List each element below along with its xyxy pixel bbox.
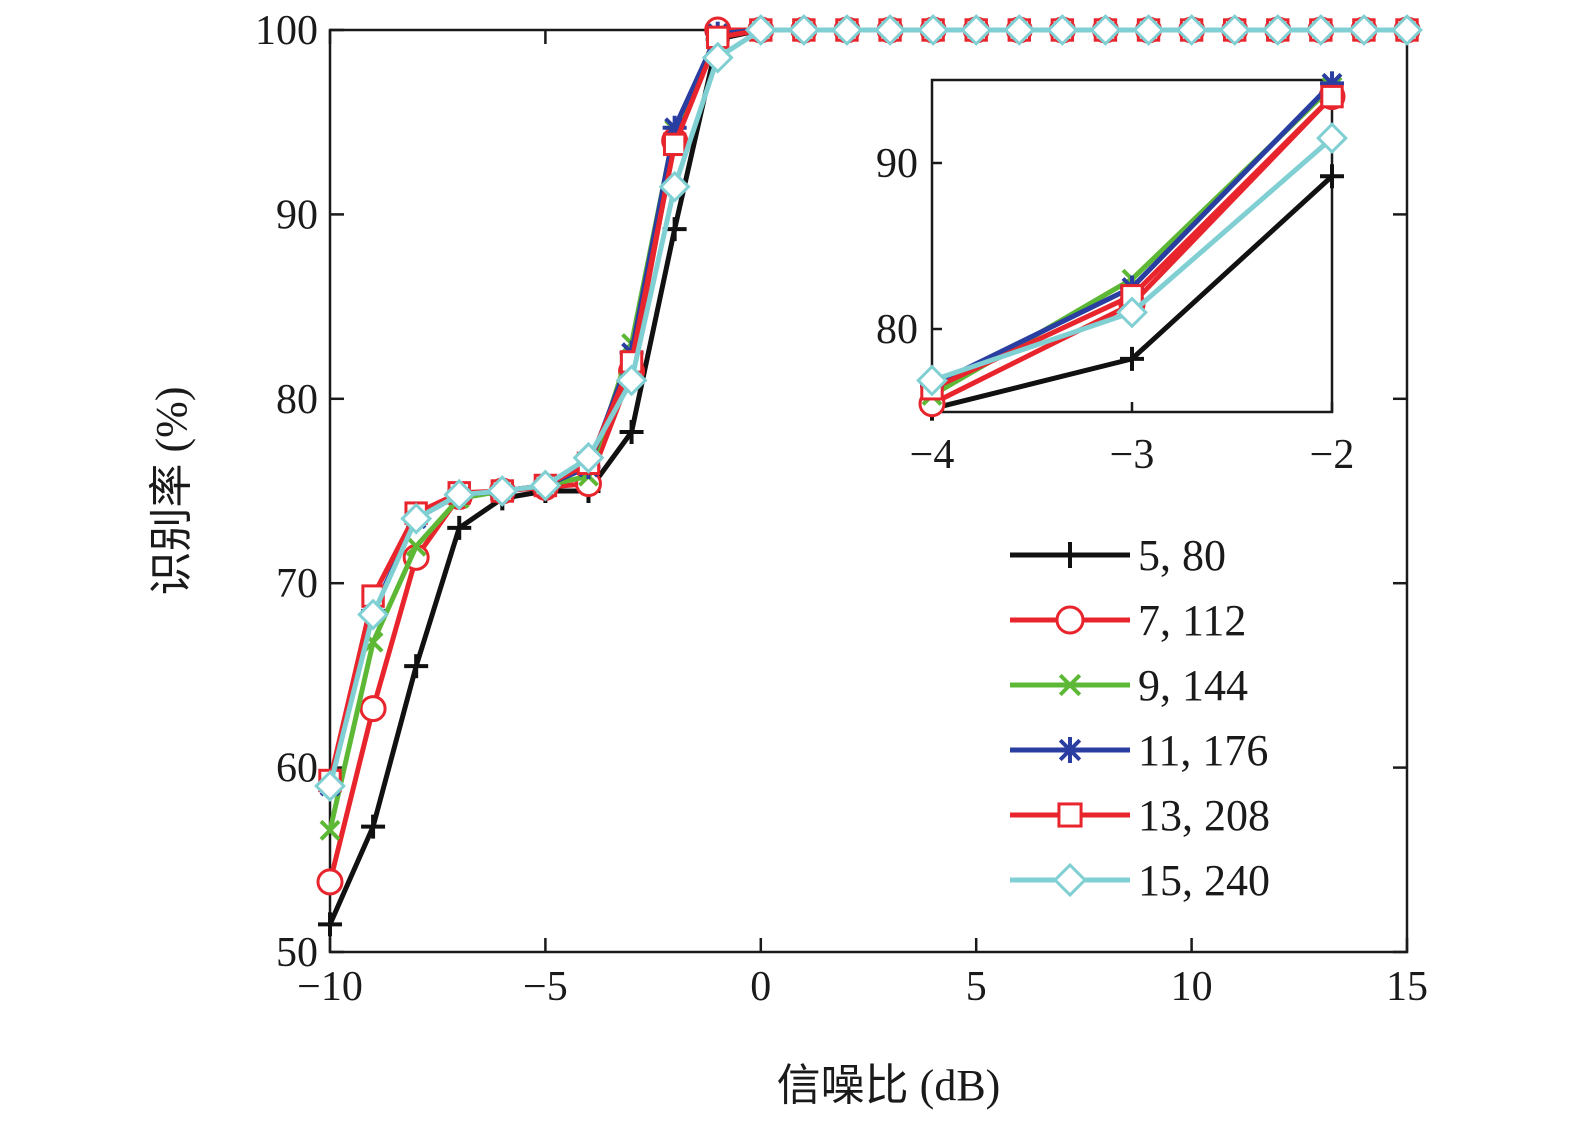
data-point xyxy=(1046,14,1079,46)
data-point xyxy=(960,14,993,46)
legend-label: 9, 144 xyxy=(1138,661,1248,710)
data-point xyxy=(1304,14,1337,46)
x-tick-label: 5 xyxy=(966,964,987,1010)
y-axis-title: 识别率 (%) xyxy=(147,387,196,596)
legend-item-5-80: 5, 80 xyxy=(1010,531,1226,580)
data-point xyxy=(572,441,605,474)
data-point xyxy=(319,819,341,841)
data-point xyxy=(874,14,906,46)
legend-label: 11, 176 xyxy=(1138,726,1268,775)
legend-marker xyxy=(1052,862,1088,898)
y-tick-label: 80 xyxy=(276,377,318,423)
data-point xyxy=(619,419,644,444)
y-tick-label: 70 xyxy=(276,561,318,607)
legend-item-9-144: 9, 144 xyxy=(1010,661,1248,710)
legend-label: 13, 208 xyxy=(1138,791,1270,840)
legend-item-7-112: 7, 112 xyxy=(1010,596,1246,645)
legend-marker xyxy=(1058,673,1082,697)
data-point xyxy=(1003,14,1036,46)
x-tick-label: −5 xyxy=(523,964,568,1010)
data-point xyxy=(1089,14,1122,46)
legend-item-15-240: 15, 240 xyxy=(1010,856,1270,905)
data-point xyxy=(318,912,342,937)
series-15-240 xyxy=(314,14,1423,802)
data-point xyxy=(1391,14,1423,46)
inset-plot: −4 −3 −2 80 90 xyxy=(876,71,1354,478)
data-point xyxy=(917,14,950,46)
x-tick-label: −10 xyxy=(297,964,363,1010)
data-point xyxy=(658,170,691,203)
inset-data-point xyxy=(1116,296,1148,329)
y-tick-label: 60 xyxy=(276,746,318,792)
inset-data-point xyxy=(1316,122,1348,155)
inset-series-15-240 xyxy=(916,122,1348,397)
data-point xyxy=(443,478,476,511)
data-point xyxy=(486,475,519,507)
data-point xyxy=(400,502,433,535)
inset-y-tick-label: 80 xyxy=(876,307,918,353)
y-tick-label: 90 xyxy=(276,192,318,238)
legend: 5, 80 7, 112 9, 144 11, 176 13, 208 15, 240 xyxy=(1010,531,1270,905)
x-tick-label: 0 xyxy=(750,964,771,1010)
legend-marker xyxy=(1057,802,1083,828)
data-point xyxy=(1175,14,1208,46)
legend-marker xyxy=(1055,605,1085,635)
data-point xyxy=(361,814,386,839)
legend-marker xyxy=(1057,542,1083,568)
data-point xyxy=(357,598,390,631)
x-tick-label: 15 xyxy=(1386,964,1428,1010)
inset-x-tick-label: −3 xyxy=(1110,432,1155,478)
data-point xyxy=(787,14,820,46)
legend-item-13-208: 13, 208 xyxy=(1010,791,1270,840)
inset-x-tick-label: −2 xyxy=(1310,432,1355,478)
data-point xyxy=(1347,14,1380,46)
legend-item-11-176: 11, 176 xyxy=(1010,726,1268,775)
inset-data-point xyxy=(1120,346,1144,371)
inset-data-point xyxy=(916,364,948,397)
inset-data-point xyxy=(1320,164,1344,189)
data-point xyxy=(831,14,863,46)
inset-data-point xyxy=(1320,84,1344,109)
legend-label: 15, 240 xyxy=(1138,856,1270,905)
data-point xyxy=(744,14,777,46)
data-point xyxy=(447,515,472,540)
data-point xyxy=(405,535,427,557)
legend-label: 7, 112 xyxy=(1138,596,1246,645)
data-point xyxy=(701,41,734,74)
data-point xyxy=(1261,14,1294,46)
data-point xyxy=(1132,14,1165,46)
y-tick-label: 50 xyxy=(276,930,318,976)
data-point xyxy=(1218,14,1251,46)
y-tick-label: 100 xyxy=(255,8,318,54)
inset-y-tick-label: 90 xyxy=(876,141,918,187)
data-point xyxy=(359,695,387,723)
data-point xyxy=(529,469,562,502)
x-tick-label: 10 xyxy=(1171,964,1213,1010)
data-point xyxy=(314,770,346,802)
data-point xyxy=(404,654,429,679)
data-point xyxy=(615,364,648,397)
data-point xyxy=(316,868,344,896)
inset-x-tick-label: −4 xyxy=(910,432,955,478)
legend-label: 5, 80 xyxy=(1138,531,1226,580)
legend-marker xyxy=(1057,737,1083,763)
data-point xyxy=(662,132,687,157)
x-axis-title: 信噪比 (dB) xyxy=(777,1061,1001,1110)
